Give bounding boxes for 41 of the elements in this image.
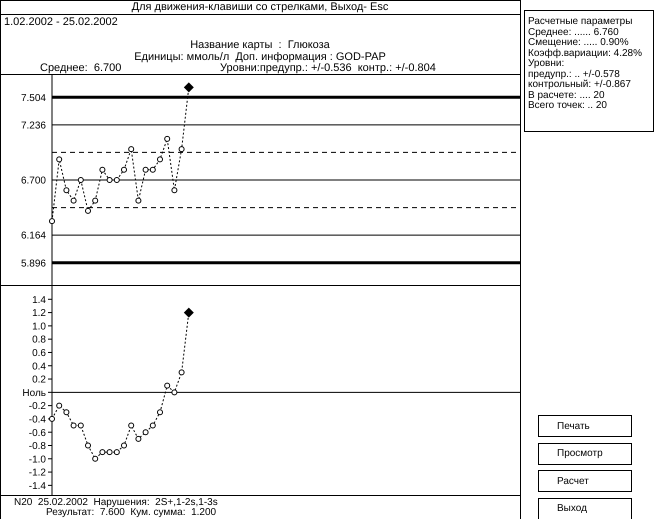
text: Смещение: ..... 0.90% — [528, 37, 629, 48]
text: Печать — [538, 415, 632, 437]
text: Расчет — [538, 470, 632, 492]
y-tick-label: -1.4 — [28, 480, 46, 492]
y-tick-label: 1.2 — [32, 308, 46, 320]
y-tick-label: 7.504 — [20, 92, 46, 104]
text: Выход — [538, 498, 632, 519]
y-tick-label: -0.2 — [28, 401, 46, 412]
text: Результат: 7.600 Кум. сумма: 1.200 — [46, 507, 216, 518]
chart-title: Для движения-клавиши со стрелками, Выход- Esc — [130, 1, 390, 13]
text: Единицы: ммоль/л Доп. информация : GOD-PAP — [133, 51, 387, 63]
text: N20 25.02.2002 Нарушения: 2S+,1-2s,1-3s — [14, 497, 218, 508]
text: Всего точек: .. 20 — [528, 100, 607, 112]
y-tick-label: 1.4 — [32, 294, 46, 306]
y-tick-label: 1.0 — [32, 321, 46, 332]
y-tick-label: 0.8 — [32, 334, 46, 346]
y-tick-label: 0.2 — [32, 374, 46, 386]
text: Расчетные параметры — [528, 16, 632, 28]
y-tick-label: 0.6 — [32, 348, 46, 360]
y-tick-label: -1.2 — [28, 468, 46, 479]
text: Коэфф.вариации: 4.28% — [528, 48, 642, 58]
text: Среднее: 6.700 — [40, 62, 122, 74]
text: Среднее: ...... 6.760 — [528, 26, 619, 38]
y-tick-label: 0.4 — [32, 361, 46, 372]
y-tick-label: -1.0 — [28, 454, 46, 466]
text: Уровни: — [528, 58, 564, 70]
text: В расчете: .... 20 — [528, 90, 604, 100]
text: Просмотр — [538, 442, 632, 464]
y-tick-label: Ноль — [22, 388, 46, 399]
y-tick-label: 5.896 — [20, 258, 46, 270]
text: Уровни:предупр.: +/-0.536 контр.: +/-0.804 — [220, 62, 436, 74]
text: 1.02.2002 - 25.02.2002 — [4, 16, 118, 28]
y-tick-label: 6.700 — [20, 176, 46, 187]
text: Название карты : Глюкоза — [189, 39, 331, 51]
y-tick-label: -0.6 — [28, 428, 46, 439]
text: контрольный: +/-0.867 — [528, 79, 631, 90]
y-tick-label: 7.236 — [20, 120, 46, 132]
y-tick-label: 6.164 — [20, 230, 46, 242]
y-tick-label: -0.4 — [28, 414, 46, 426]
y-tick-label: -0.8 — [28, 441, 46, 452]
text: предупр.: .. +/-0.578 — [528, 68, 620, 80]
